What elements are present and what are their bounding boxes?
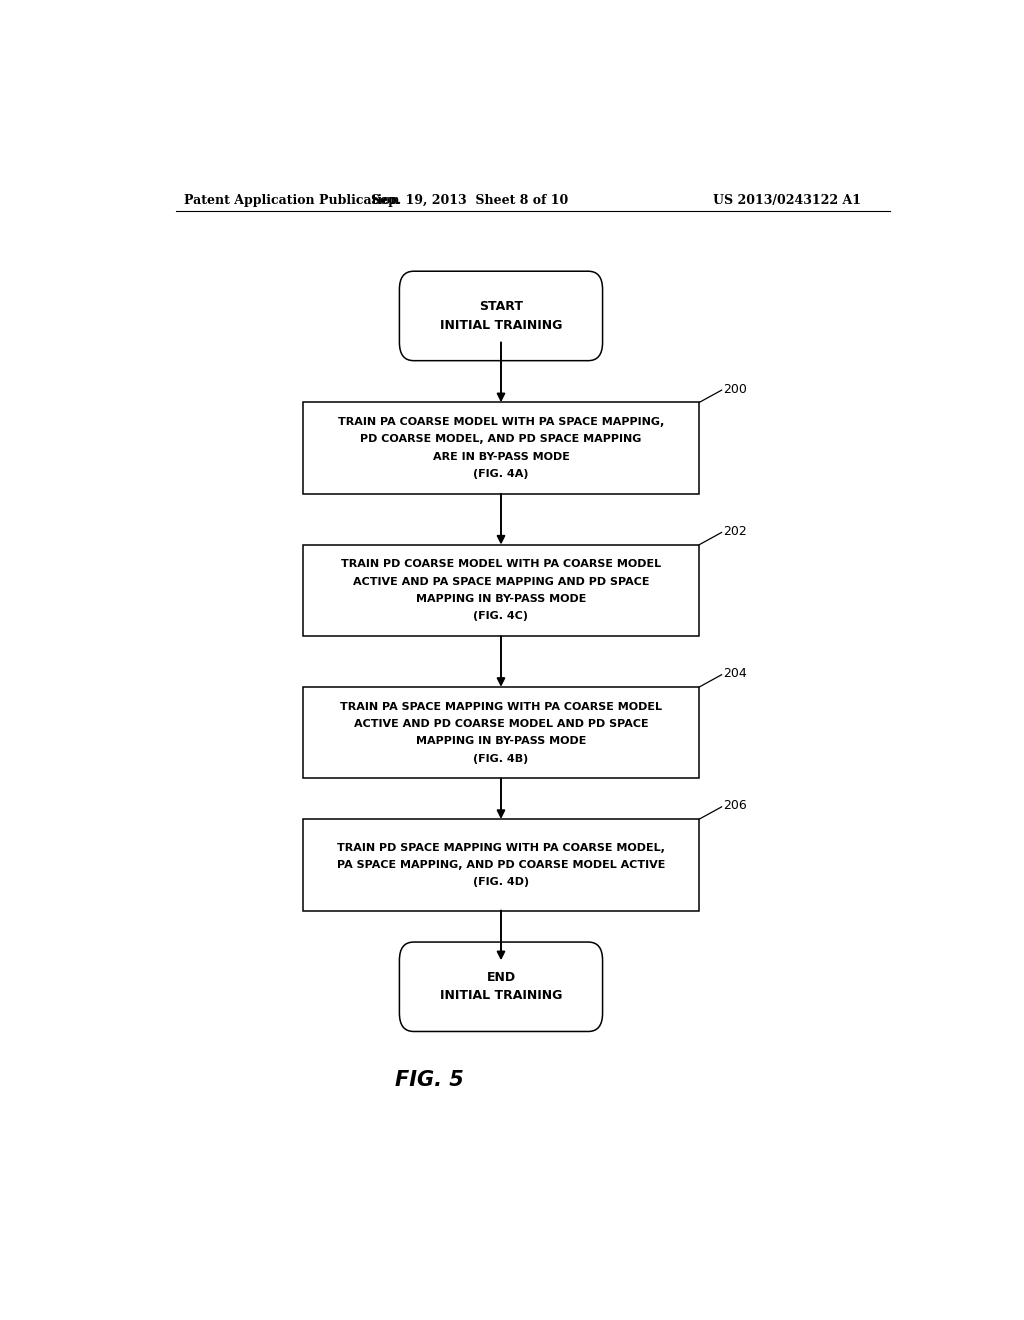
FancyBboxPatch shape: [399, 271, 602, 360]
Text: TRAIN PD COARSE MODEL WITH PA COARSE MODEL: TRAIN PD COARSE MODEL WITH PA COARSE MOD…: [341, 560, 662, 569]
Text: 204: 204: [723, 667, 746, 680]
Text: ACTIVE AND PA SPACE MAPPING AND PD SPACE: ACTIVE AND PA SPACE MAPPING AND PD SPACE: [352, 577, 649, 586]
FancyBboxPatch shape: [303, 545, 699, 636]
Text: PD COARSE MODEL, AND PD SPACE MAPPING: PD COARSE MODEL, AND PD SPACE MAPPING: [360, 434, 642, 445]
Text: FIG. 5: FIG. 5: [395, 1071, 464, 1090]
Text: MAPPING IN BY-PASS MODE: MAPPING IN BY-PASS MODE: [416, 737, 586, 746]
FancyBboxPatch shape: [303, 818, 699, 911]
Text: US 2013/0243122 A1: US 2013/0243122 A1: [713, 194, 861, 206]
Text: Patent Application Publication: Patent Application Publication: [183, 194, 399, 206]
Text: (FIG. 4D): (FIG. 4D): [473, 876, 529, 887]
Text: TRAIN PA COARSE MODEL WITH PA SPACE MAPPING,: TRAIN PA COARSE MODEL WITH PA SPACE MAPP…: [338, 417, 665, 428]
Text: (FIG. 4A): (FIG. 4A): [473, 469, 528, 479]
Text: TRAIN PA SPACE MAPPING WITH PA COARSE MODEL: TRAIN PA SPACE MAPPING WITH PA COARSE MO…: [340, 702, 662, 711]
Text: TRAIN PD SPACE MAPPING WITH PA COARSE MODEL,: TRAIN PD SPACE MAPPING WITH PA COARSE MO…: [337, 842, 665, 853]
Text: (FIG. 4C): (FIG. 4C): [473, 611, 528, 622]
Text: END: END: [486, 972, 515, 985]
Text: MAPPING IN BY-PASS MODE: MAPPING IN BY-PASS MODE: [416, 594, 586, 605]
Text: ARE IN BY-PASS MODE: ARE IN BY-PASS MODE: [432, 451, 569, 462]
FancyBboxPatch shape: [303, 686, 699, 779]
Text: Sep. 19, 2013  Sheet 8 of 10: Sep. 19, 2013 Sheet 8 of 10: [371, 194, 568, 206]
Text: (FIG. 4B): (FIG. 4B): [473, 754, 528, 763]
FancyBboxPatch shape: [303, 403, 699, 494]
Text: ACTIVE AND PD COARSE MODEL AND PD SPACE: ACTIVE AND PD COARSE MODEL AND PD SPACE: [353, 719, 648, 729]
Text: INITIAL TRAINING: INITIAL TRAINING: [439, 990, 562, 1002]
FancyBboxPatch shape: [399, 942, 602, 1031]
Text: 206: 206: [723, 800, 746, 812]
Text: 200: 200: [723, 383, 748, 396]
Text: INITIAL TRAINING: INITIAL TRAINING: [439, 318, 562, 331]
Text: START: START: [479, 300, 523, 313]
Text: PA SPACE MAPPING, AND PD COARSE MODEL ACTIVE: PA SPACE MAPPING, AND PD COARSE MODEL AC…: [337, 859, 666, 870]
Text: 202: 202: [723, 525, 746, 539]
